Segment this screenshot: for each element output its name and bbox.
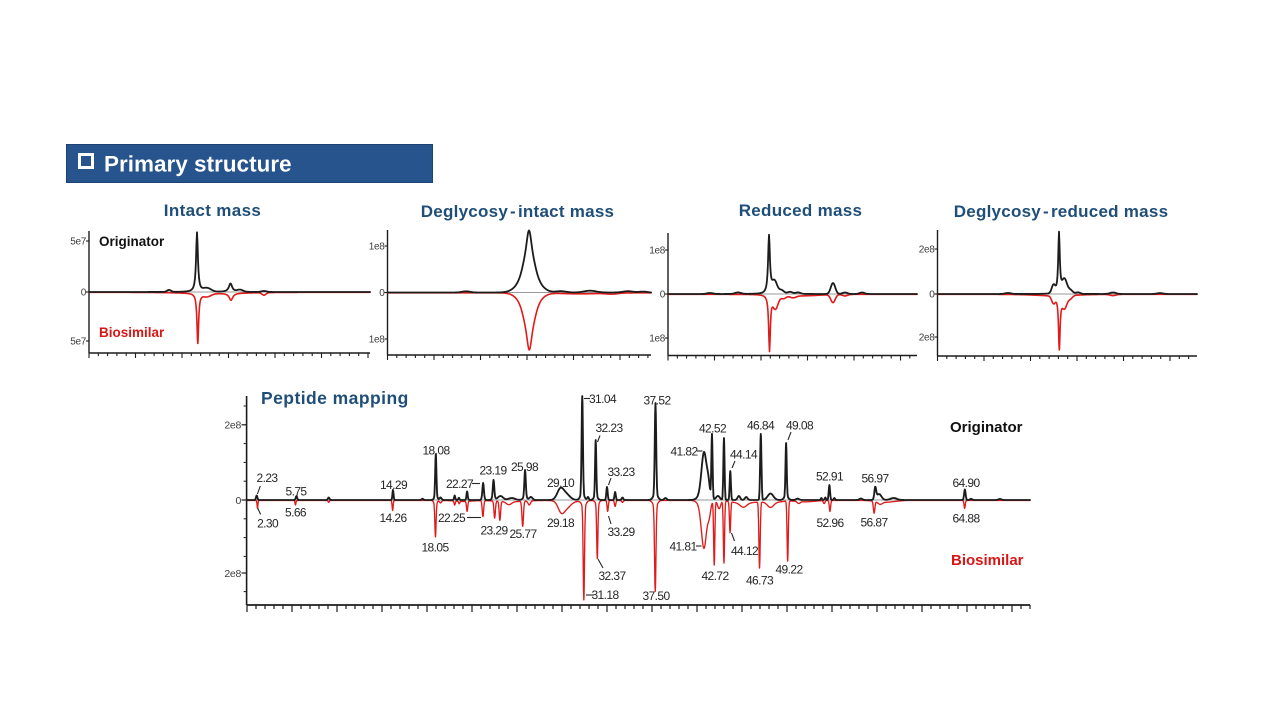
svg-text:23.29: 23.29 (480, 523, 508, 537)
svg-text:37.50: 37.50 (642, 589, 670, 603)
svg-text:52.91: 52.91 (816, 469, 844, 483)
svg-text:5.66: 5.66 (285, 505, 307, 519)
svg-text:64.90: 64.90 (952, 476, 980, 490)
svg-text:0: 0 (379, 288, 385, 299)
svg-text:2.23: 2.23 (257, 471, 279, 485)
svg-text:33.23: 33.23 (607, 465, 635, 479)
svg-text:42.72: 42.72 (701, 569, 729, 583)
svg-text:32.23: 32.23 (595, 421, 623, 435)
svg-text:0: 0 (660, 290, 666, 301)
svg-text:Originator: Originator (950, 419, 1023, 436)
svg-text:14.26: 14.26 (379, 511, 407, 525)
svg-text:31.04: 31.04 (589, 392, 617, 406)
svg-text:29.10: 29.10 (547, 476, 575, 490)
svg-text:1e8: 1e8 (369, 242, 386, 253)
svg-text:37.52: 37.52 (643, 393, 671, 407)
svg-text:49.22: 49.22 (775, 562, 803, 576)
svg-text:0: 0 (929, 290, 935, 301)
svg-text:22.27: 22.27 (446, 477, 474, 491)
svg-text:44.12: 44.12 (731, 544, 759, 558)
svg-text:Intact mass: Intact mass (164, 201, 261, 220)
svg-text:33.29: 33.29 (607, 525, 635, 539)
svg-text:29.18: 29.18 (547, 516, 575, 530)
svg-text:56.87: 56.87 (860, 515, 888, 529)
svg-text:42.52: 42.52 (699, 421, 727, 435)
svg-text:52.96: 52.96 (816, 516, 844, 530)
svg-text:32.37: 32.37 (598, 569, 626, 583)
svg-text:Originator: Originator (99, 234, 165, 249)
svg-text:0: 0 (81, 288, 87, 299)
svg-text:18.05: 18.05 (421, 540, 449, 554)
svg-text:2e8: 2e8 (919, 333, 936, 344)
svg-text:18.08: 18.08 (422, 443, 450, 457)
svg-text:Deglycosy-intact mass: Deglycosy - intact mass (421, 202, 615, 221)
svg-text:2.30: 2.30 (257, 516, 279, 530)
svg-text:44.14: 44.14 (730, 447, 758, 461)
svg-text:2e8: 2e8 (224, 420, 241, 432)
svg-text:25.77: 25.77 (509, 527, 537, 541)
svg-text:14.29: 14.29 (380, 478, 408, 492)
svg-text:1e8: 1e8 (649, 246, 666, 257)
svg-text:2e8: 2e8 (224, 568, 241, 580)
svg-text:64.88: 64.88 (952, 511, 980, 525)
svg-text:56.97: 56.97 (861, 471, 889, 485)
svg-text:1e8: 1e8 (369, 335, 386, 346)
svg-text:46.84: 46.84 (747, 418, 775, 432)
svg-text:Biosimilar: Biosimilar (951, 552, 1024, 569)
svg-text:1e8: 1e8 (649, 334, 666, 345)
svg-text:Reduced mass: Reduced mass (739, 201, 863, 220)
svg-text:5.75: 5.75 (286, 484, 308, 498)
svg-text:Peptide mapping: Peptide mapping (261, 388, 409, 408)
svg-text:25.98: 25.98 (511, 460, 539, 474)
svg-text:41.82: 41.82 (670, 444, 698, 458)
svg-text:0: 0 (235, 495, 241, 507)
svg-text:46.73: 46.73 (746, 573, 774, 587)
svg-text:5e7: 5e7 (70, 237, 87, 248)
svg-text:23.19: 23.19 (479, 463, 507, 477)
svg-text:Deglycosy-reduced mass: Deglycosy - reduced mass (954, 202, 1169, 221)
svg-text:Biosimilar: Biosimilar (99, 325, 165, 340)
svg-text:2e8: 2e8 (919, 245, 936, 256)
svg-text:5e7: 5e7 (70, 337, 87, 348)
svg-text:22.25: 22.25 (438, 511, 466, 525)
svg-text:49.08: 49.08 (786, 418, 814, 432)
svg-text:31.18: 31.18 (591, 588, 619, 602)
svg-text:41.81: 41.81 (669, 539, 697, 553)
